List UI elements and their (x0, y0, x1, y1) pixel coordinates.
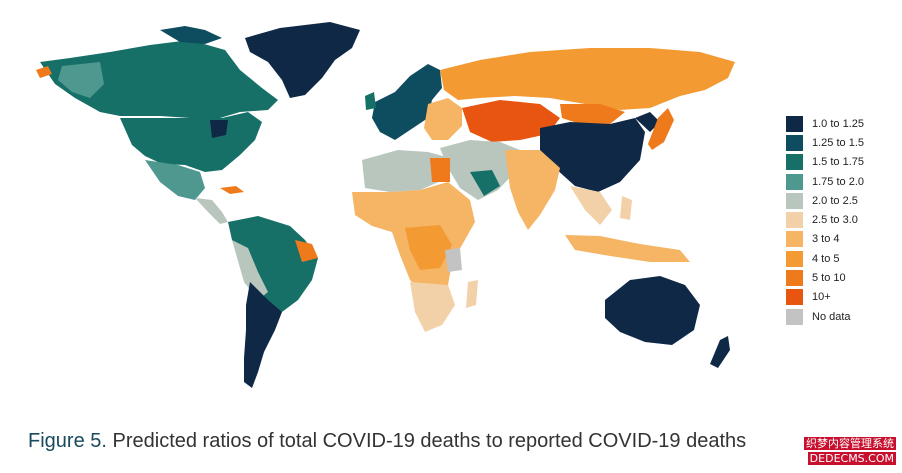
region-china (540, 118, 645, 192)
region-mongolia (560, 104, 625, 124)
region-korea (635, 112, 660, 132)
region-usa-east (210, 120, 228, 138)
region-central-asia (462, 100, 560, 142)
legend-item: 10+ (785, 288, 895, 307)
region-southern-africa (410, 282, 455, 332)
legend-swatch (785, 288, 804, 307)
region-new-zealand (710, 336, 730, 368)
legend-swatch (785, 153, 804, 172)
legend-item: 2.0 to 2.5 (785, 191, 895, 210)
legend-item: 4 to 5 (785, 249, 895, 268)
world-map (36, 22, 735, 388)
region-madagascar (466, 280, 478, 308)
legend-item: 1.0 to 1.25 (785, 114, 895, 133)
figure-caption: Figure 5. Predicted ratios of total COVI… (28, 430, 746, 453)
region-central-america (195, 198, 228, 224)
legend-swatch (785, 211, 804, 230)
legend-swatch (785, 114, 804, 133)
legend-item: 2.5 to 3.0 (785, 210, 895, 230)
legend-swatch (785, 269, 804, 288)
region-philippines (620, 196, 632, 220)
watermark-line1: 织梦内容管理系统 (804, 437, 896, 450)
region-caribbean (220, 186, 244, 194)
legend-swatch (785, 249, 804, 268)
region-usa (120, 112, 262, 172)
region-japan (648, 108, 674, 150)
region-gulf (470, 170, 500, 196)
legend-item: No data (785, 307, 895, 326)
legend-label: No data (812, 310, 851, 323)
watermark-line2: DEDECMS.COM (807, 452, 896, 465)
legend-label: 1.75 to 2.0 (812, 175, 864, 188)
legend-swatch (785, 172, 804, 191)
legend-label: 2.0 to 2.5 (812, 194, 858, 207)
region-central-africa (405, 225, 452, 270)
watermark-logo: 织梦内容管理系统 DEDECMS.COM (778, 436, 896, 468)
region-canada-islands (160, 26, 222, 44)
legend-swatch (785, 191, 804, 210)
region-indonesia (565, 235, 690, 262)
legend-label: 2.5 to 3.0 (812, 214, 858, 227)
region-canada (40, 40, 278, 118)
region-south-asia (505, 150, 560, 230)
region-australia (605, 276, 700, 345)
region-middle-east (440, 140, 520, 200)
region-alaska-tip (36, 66, 52, 78)
map-legend: 1.0 to 1.25 1.25 to 1.5 1.5 to 1.75 1.75 to… (785, 114, 895, 326)
region-russia (440, 48, 735, 110)
legend-label: 1.5 to 1.75 (812, 156, 864, 169)
legend-swatch (785, 133, 804, 152)
legend-label: 4 to 5 (812, 252, 840, 265)
region-uk (365, 92, 376, 110)
legend-label: 5 to 10 (812, 272, 846, 285)
region-greenland (245, 22, 360, 98)
legend-item: 1.5 to 1.75 (785, 153, 895, 172)
legend-item: 3 to 4 (785, 230, 895, 249)
region-egypt (430, 158, 450, 182)
legend-label: 1.0 to 1.25 (812, 117, 864, 130)
figure-caption-text: Predicted ratios of total COVID-19 death… (112, 430, 747, 452)
legend-item: 5 to 10 (785, 268, 895, 288)
legend-swatch (785, 307, 804, 326)
region-europe (372, 64, 442, 140)
region-alaska (58, 62, 104, 98)
legend-item: 1.25 to 1.5 (785, 133, 895, 152)
region-southeast-asia (570, 186, 612, 225)
region-south-america-north (228, 216, 318, 312)
figure-label: Figure 5. (28, 430, 107, 452)
region-eastern-europe (424, 98, 462, 140)
region-mexico (145, 160, 205, 200)
legend-item: 1.75 to 2.0 (785, 172, 895, 191)
legend-label: 1.25 to 1.5 (812, 136, 864, 149)
region-peru-bolivia (232, 240, 268, 300)
region-northeast-brazil (295, 240, 318, 262)
legend-label: 10+ (812, 291, 831, 304)
legend-label: 3 to 4 (812, 233, 840, 246)
region-south-america-south (244, 282, 282, 388)
region-north-africa (362, 150, 450, 192)
legend-swatch (785, 230, 804, 249)
region-east-africa-nodata (445, 248, 462, 272)
